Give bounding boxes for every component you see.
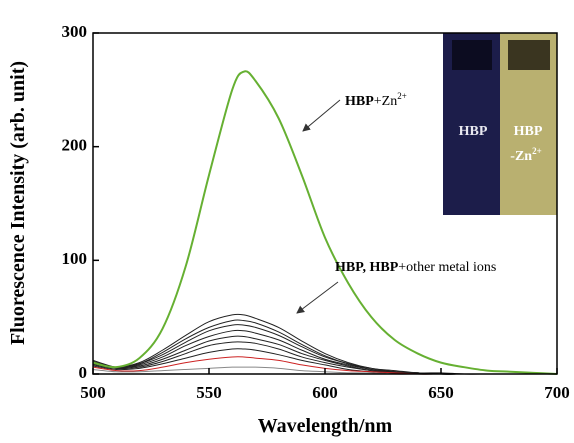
- inset-cap: [508, 40, 550, 70]
- annotation-text: +Zn: [374, 94, 397, 109]
- spectrum-line: [92, 70, 558, 375]
- annotation-bold: HBP: [345, 94, 374, 109]
- x-tick-label: 550: [196, 383, 222, 402]
- x-tick-label: 500: [80, 383, 106, 402]
- annotation-sup: 2+: [397, 91, 407, 101]
- y-tick-label: 0: [79, 363, 88, 382]
- spectrum-line: [92, 324, 558, 375]
- y-tick-label: 100: [62, 249, 88, 268]
- x-tick-label: 700: [544, 383, 570, 402]
- inset-label: -Zn2+: [510, 146, 541, 164]
- x-tick-label: 650: [428, 383, 454, 402]
- annotation: HBP+Zn2+: [345, 91, 407, 109]
- x-axis-label: Wavelength/nm: [258, 415, 393, 437]
- inset-label: HBP: [459, 124, 488, 139]
- y-tick-label: 200: [62, 136, 88, 155]
- annotation-bold: HBP, HBP: [335, 260, 399, 275]
- inset-label-text: -Zn: [510, 149, 532, 164]
- annotation-text: +other metal ions: [398, 260, 496, 275]
- inset-label-sup: 2+: [532, 146, 542, 156]
- y-tick-label: 300: [62, 22, 88, 41]
- inset-cap: [452, 40, 492, 70]
- x-tick-label: 600: [312, 383, 338, 402]
- arrow: [302, 99, 341, 132]
- annotation: HBP, HBP+other metal ions: [335, 260, 496, 275]
- arrow: [296, 281, 339, 314]
- inset-label: HBP: [514, 124, 543, 139]
- y-axis-label: Fluorescence Intensity (arb. unit): [7, 61, 29, 345]
